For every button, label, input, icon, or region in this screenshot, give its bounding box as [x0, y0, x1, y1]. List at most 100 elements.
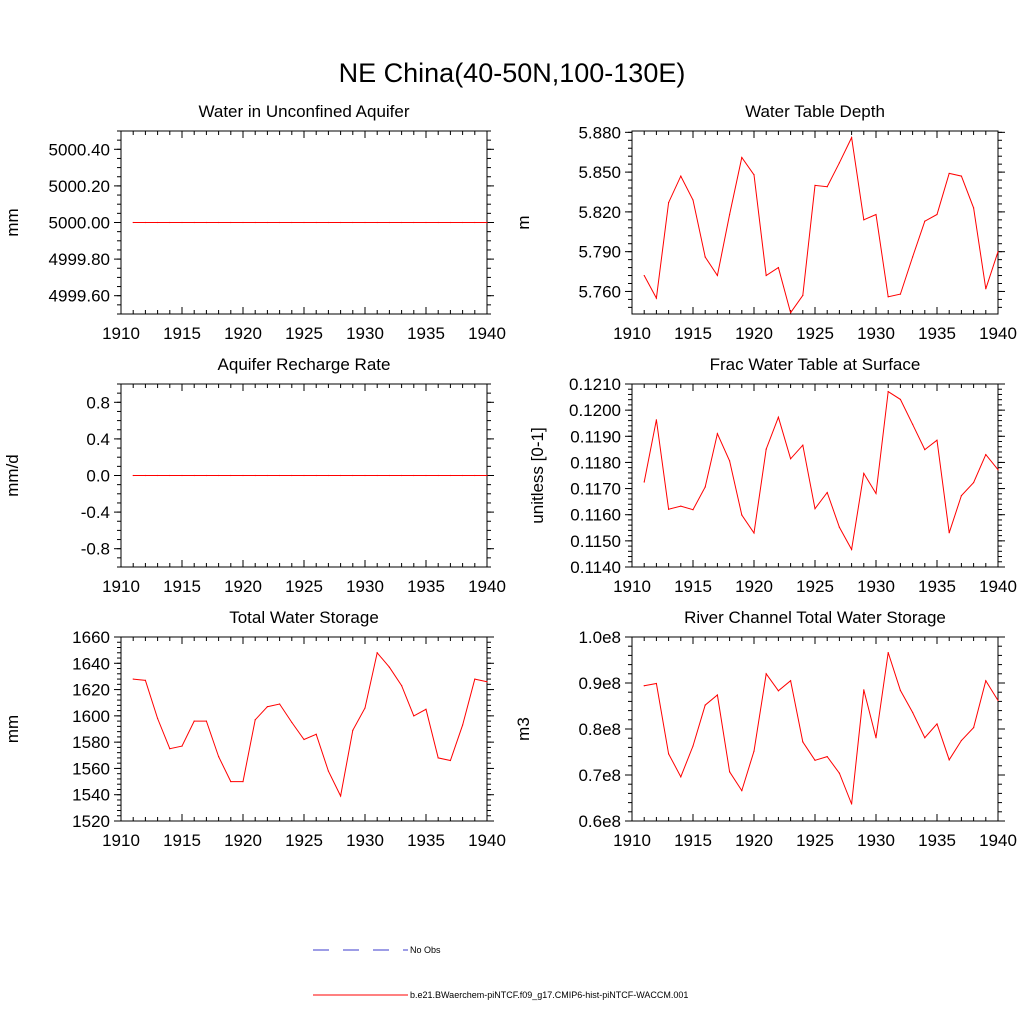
data-point: [716, 274, 719, 277]
data-point: [948, 759, 950, 761]
data-point: [838, 772, 841, 774]
data-point: [997, 699, 999, 702]
y-tick-label: 1620: [72, 681, 110, 700]
y-tick-label: -0.4: [81, 503, 110, 522]
data-point: [449, 759, 451, 762]
x-tick-label: 1935: [407, 577, 445, 596]
y-tick-label: 4999.80: [49, 250, 110, 269]
x-tick-label: 1930: [346, 324, 384, 343]
data-point: [765, 673, 767, 675]
series-line: [643, 135, 999, 314]
data-point: [741, 514, 743, 516]
data-point: [205, 221, 207, 224]
data-point: [254, 474, 256, 477]
data-point: [753, 532, 755, 534]
data-point: [340, 221, 342, 224]
x-tick-label: 1940: [979, 324, 1017, 343]
x-tick-label: 1915: [674, 577, 712, 596]
figure-title: NE China(40-50N,100-130E): [339, 58, 686, 88]
data-point: [242, 780, 244, 783]
data-point: [765, 448, 767, 450]
data-point: [875, 213, 877, 216]
data-point: [777, 690, 780, 692]
data-point: [352, 729, 354, 731]
data-point: [291, 221, 293, 224]
y-tick-label: 5000.40: [49, 140, 110, 159]
data-point: [279, 474, 281, 477]
data-point: [327, 770, 329, 772]
data-point: [462, 724, 464, 726]
x-tick-label: 1915: [674, 831, 712, 850]
data-point: [401, 221, 403, 224]
data-point: [144, 679, 146, 681]
data-point: [875, 737, 877, 739]
data-point: [704, 256, 706, 258]
data-point: [887, 296, 889, 298]
series-line: [643, 390, 999, 552]
data-point: [936, 723, 938, 725]
y-tick-label: 5.880: [578, 123, 621, 142]
data-point: [912, 423, 914, 425]
x-tick-label: 1920: [224, 577, 262, 596]
data-point: [973, 207, 975, 209]
y-tick-label: 4999.60: [49, 287, 110, 306]
data-point: [230, 474, 232, 477]
y-tick-label: 1660: [72, 628, 110, 647]
data-point: [376, 652, 378, 654]
data-point: [680, 776, 682, 778]
data-point: [851, 548, 853, 551]
data-point: [144, 221, 146, 224]
panel-title: Aquifer Recharge Rate: [218, 355, 391, 374]
legend: No Obs b.e21.BWaerchem-piNTCF.f09_g17.CM…: [313, 945, 688, 1000]
data-point: [960, 739, 963, 742]
y-tick-label: 0.1200: [569, 401, 621, 420]
data-point: [643, 685, 645, 687]
y-tick-label: 0.7e8: [578, 766, 621, 785]
data-point: [388, 666, 390, 668]
data-point: [655, 682, 658, 685]
data-point: [838, 162, 841, 164]
y-tick-label: 1640: [72, 654, 110, 673]
x-tick-label: 1910: [613, 324, 651, 343]
x-tick-label: 1910: [102, 577, 140, 596]
y-tick-label: 1540: [72, 786, 110, 805]
data-point: [425, 708, 427, 710]
data-point: [899, 293, 902, 295]
y-tick-label: 1560: [72, 759, 110, 778]
x-tick-label: 1920: [224, 324, 262, 343]
x-tick-label: 1930: [346, 577, 384, 596]
data-point: [655, 419, 658, 421]
data-point: [169, 221, 171, 224]
data-point: [814, 184, 816, 186]
panel-total-water-storage: 1910 1915 1920 1925 1930 1935 1940 1520 1540 1560…: [3, 608, 506, 850]
data-point: [132, 221, 134, 224]
data-point: [303, 738, 305, 741]
data-point: [753, 750, 755, 752]
data-point: [144, 474, 146, 477]
y-tick-label: 0.1140: [570, 558, 621, 577]
data-point: [912, 256, 914, 258]
data-point: [692, 199, 694, 201]
x-tick-label: 1925: [796, 577, 834, 596]
x-tick-label: 1930: [857, 324, 895, 343]
data-point: [279, 703, 281, 705]
x-tick-label: 1940: [979, 577, 1017, 596]
data-point: [388, 474, 390, 477]
data-point: [826, 756, 828, 758]
data-point: [230, 221, 232, 224]
plot-frame: [120, 636, 488, 822]
data-point: [449, 474, 451, 477]
data-point: [924, 737, 926, 739]
data-point: [169, 748, 171, 750]
data-point: [875, 492, 877, 495]
data-point: [340, 795, 342, 797]
data-point: [437, 474, 439, 477]
data-point: [462, 221, 464, 224]
data-point: [218, 221, 220, 224]
data-point: [413, 221, 415, 224]
data-point: [376, 474, 378, 477]
data-point: [474, 474, 476, 477]
x-tick-label: 1910: [102, 831, 140, 850]
data-point: [193, 474, 195, 477]
data-point: [790, 312, 792, 314]
